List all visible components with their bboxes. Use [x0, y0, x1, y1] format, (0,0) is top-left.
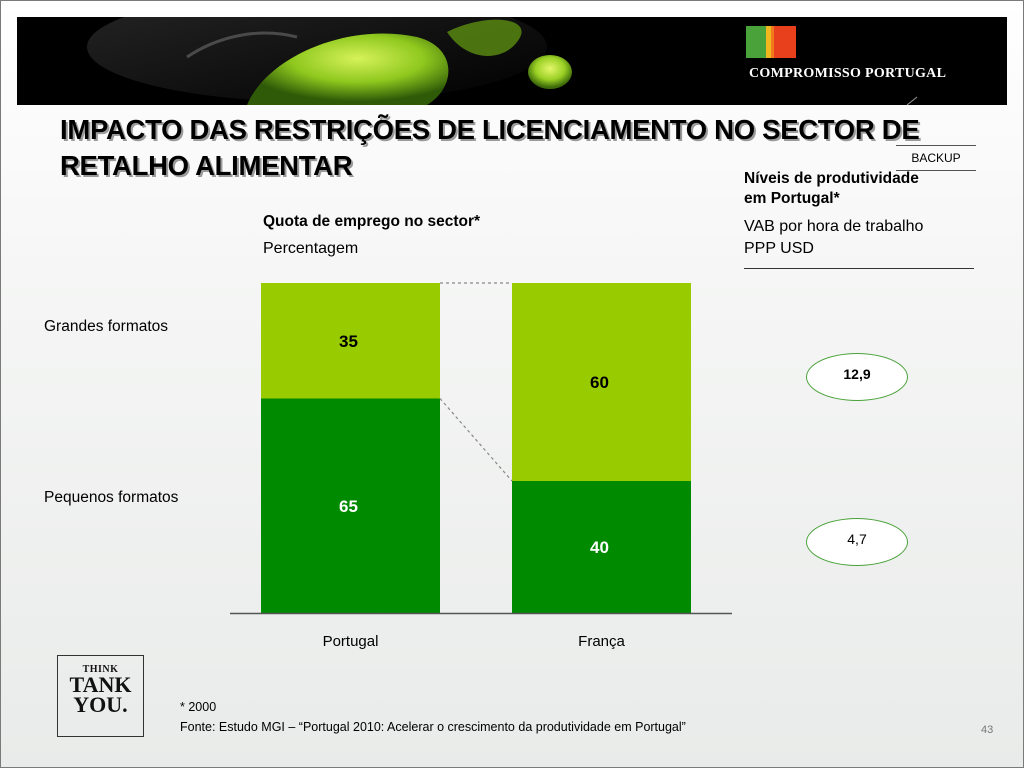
- right-sub-line2: PPP USD: [744, 240, 814, 257]
- chart-unit: Percentagem: [263, 240, 359, 257]
- footnote: * 2000: [180, 700, 217, 714]
- logo-bar-orange: [771, 26, 774, 58]
- page-number: 43: [981, 724, 994, 736]
- brand-name: COMPROMISSO PORTUGAL: [749, 66, 947, 81]
- row-label-pequenos: Pequenos formatos: [44, 489, 179, 506]
- page-title: IMPACTO DAS RESTRIÇÕES DE LICENCIAMENTO …: [60, 114, 920, 181]
- row-label-grandes: Grandes formatos: [44, 318, 169, 335]
- right-heading-line2: em Portugal*: [744, 190, 840, 207]
- think-tank-line3: YOU.: [73, 692, 128, 717]
- right-sub-line1: VAB por hora de trabalho: [744, 218, 924, 235]
- banner-graphic: [17, 17, 1007, 105]
- productivity-bubble-grandes: 12,9: [806, 353, 908, 401]
- chart-heading: Quota de emprego no sector*: [263, 213, 481, 230]
- think-tank-line1: THINK: [82, 664, 119, 675]
- right-divider: [744, 268, 974, 269]
- brand-logo-colors: [746, 26, 796, 58]
- productivity-value-grandes: 12,9: [843, 366, 871, 382]
- source-note: Fonte: Estudo MGI – “Portugal 2010: Acel…: [180, 720, 686, 734]
- think-tank-line2: TANK: [69, 672, 132, 697]
- productivity-bubble-pequenos: 4,7: [806, 518, 908, 566]
- right-heading-line1: Níveis de produtividade: [744, 170, 919, 187]
- productivity-value-pequenos: 4,7: [847, 531, 867, 547]
- logo-bar-green: [746, 26, 766, 58]
- logo-bar-yellow: [766, 26, 771, 58]
- header-banner: [17, 17, 1007, 105]
- logo-bar-red: [774, 26, 796, 58]
- think-tank-logo: THINK TANK YOU.: [57, 655, 144, 737]
- backup-label: BACKUP: [896, 145, 976, 171]
